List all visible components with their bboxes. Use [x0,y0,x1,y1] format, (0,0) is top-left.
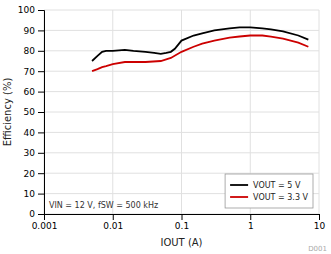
x-axis-label: IOUT (A) [160,237,202,248]
y-grid-line [44,152,319,153]
y-tick-label: 80 [24,46,36,56]
x-tick-label: 0.01 [103,221,123,231]
y-tick-label: 60 [24,87,36,97]
y-tick-label: 40 [24,128,36,138]
y-tick: 50 [24,107,44,117]
legend-label: VOUT = 5 V [253,181,301,190]
x-tick: 0.001 [32,214,58,231]
y-tick-mark [38,173,44,174]
y-tick-label: 70 [24,67,36,77]
y-tick-label: 50 [24,107,36,117]
grid [44,10,319,214]
y-tick-label: 30 [24,148,36,158]
x-axis-line [45,215,320,221]
y-tick-mark [38,214,44,215]
y-tick: 30 [24,148,44,158]
x-tick-mark [182,214,183,220]
y-tick-mark [38,132,44,133]
legend-frame [225,174,313,208]
y-tick-mark [38,10,44,11]
y-tick: 60 [24,87,44,97]
legend-swatch [230,184,248,186]
x-tick-label: 0.1 [175,221,189,231]
y-tick: 80 [24,46,44,56]
y-tick-label: 90 [24,26,36,36]
y-grid-line [44,132,319,133]
plot-area: 0.0010.010.11100102030405060708090100VIN… [18,5,326,231]
series-line [92,36,308,72]
y-grid-line [44,10,319,11]
y-axis-label: Efficiency (%) [2,78,13,147]
lines [92,27,308,71]
legend-item: VOUT = 3.3 V [230,193,308,202]
y-tick-mark [38,71,44,72]
legend-label: VOUT = 3.3 V [253,193,308,202]
x-tick: 0.01 [103,214,123,231]
chart: 0.0010.010.11100102030405060708090100VIN… [0,0,331,254]
x-tick: 0.1 [175,214,189,231]
x-tick-mark [113,214,114,220]
x-tick-mark [319,214,320,220]
y-grid-line [44,91,319,92]
y-tick-mark [38,92,44,93]
y-tick-mark [38,194,44,195]
y-tick-mark [38,51,44,52]
y-tick-mark [38,112,44,113]
annotation: VIN = 12 V, fSW = 500 kHz [49,201,158,210]
x-axis: 0.001 0.01 0.1 1 10 [32,214,326,231]
watermark: D001 [308,245,327,253]
y-tick: 100 [18,5,44,15]
y-grid-line [44,71,319,72]
y-tick-label: 10 [24,189,36,199]
y-tick: 40 [24,128,44,138]
y-tick-mark [38,153,44,154]
x-tick-label: 1 [248,221,254,231]
x-tick-label: 10 [314,221,326,231]
x-tick: 10 [314,214,326,231]
y-tick: 90 [24,26,44,36]
y-tick-label: 100 [18,5,35,15]
y-tick-label: 0 [29,209,35,219]
x-tick-mark [250,214,251,220]
y-tick: 0 [29,209,44,219]
legend-item: VOUT = 5 V [230,181,301,190]
y-tick-mark [38,30,44,31]
x-tick-label: 0.001 [32,221,58,231]
y-tick: 10 [24,189,44,199]
y-grid-line [44,173,319,174]
y-grid-line [44,112,319,113]
legend-swatch [230,196,248,198]
y-tick-label: 20 [24,169,36,179]
y-axis: 0 10 20 30 40 50 60 70 80 90 100 [18,5,45,219]
y-tick: 70 [24,67,44,77]
x-tick: 1 [248,214,254,231]
y-axis-line [38,11,45,215]
y-tick: 20 [24,169,44,179]
legend: VOUT = 5 V VOUT = 3.3 V [225,174,313,208]
